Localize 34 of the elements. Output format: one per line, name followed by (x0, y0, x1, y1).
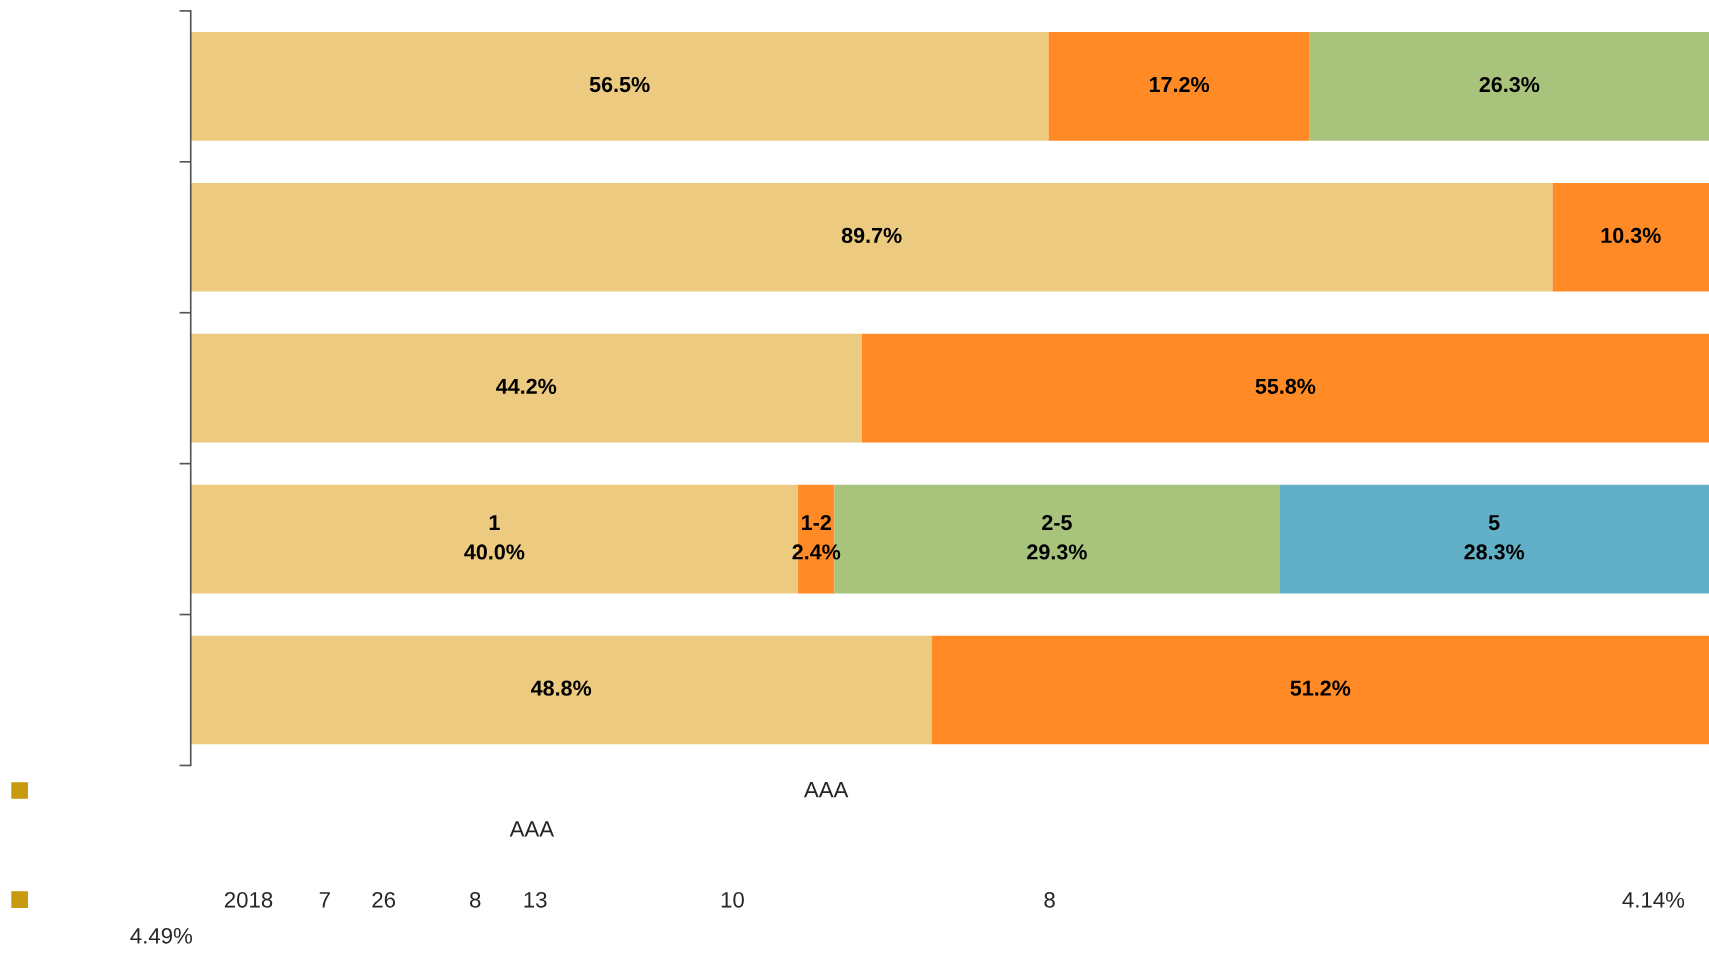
bar (1048, 32, 1310, 141)
text: 8 (1044, 891, 1055, 908)
bar (190, 32, 1049, 141)
text: AAA (803, 782, 849, 798)
bar (1279, 484, 1709, 594)
data-label: 56.5% (589, 76, 650, 93)
text: 8 (469, 891, 481, 908)
data-label: 1-2 2.4% (792, 514, 841, 560)
data-label: 1 40.0% (464, 515, 525, 560)
data-label: 89.7% (841, 227, 902, 244)
data-label: 10.3% (1601, 227, 1661, 244)
data-label: 26.3% (1479, 76, 1540, 93)
bar (861, 333, 1709, 443)
data-label: 48.8% (531, 680, 592, 696)
text: 4.49% (130, 927, 193, 944)
text: AAA (509, 821, 555, 837)
text: 4.14% (1622, 892, 1685, 908)
text: 7 (319, 892, 330, 908)
bar (190, 182, 1553, 292)
bar (931, 635, 1709, 745)
text: 13 (524, 891, 547, 908)
data-label: 17.2% (1149, 76, 1210, 93)
text: 26 (372, 891, 396, 908)
data-label: 55.8% (1255, 378, 1316, 394)
bar (190, 333, 862, 443)
text: 10 (721, 891, 744, 908)
bar (190, 635, 932, 745)
bar (1552, 182, 1709, 292)
data-label: 44.2% (496, 378, 557, 394)
data-label: 2-5 29.3% (1027, 514, 1087, 560)
bar (1309, 32, 1709, 141)
data-label: 51.2% (1290, 680, 1351, 696)
data-label: 5 28.3% (1464, 515, 1525, 560)
text: 2018 (224, 891, 273, 908)
